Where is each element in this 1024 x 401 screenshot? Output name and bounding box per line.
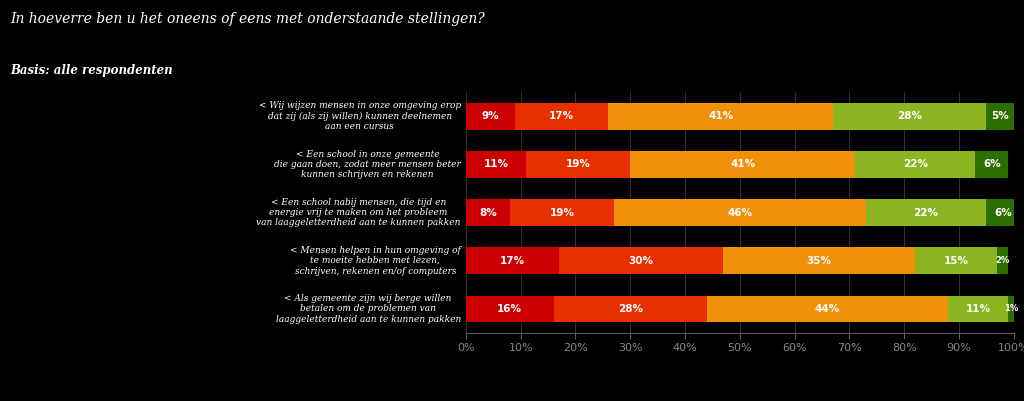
- Text: 6%: 6%: [983, 160, 1000, 169]
- Bar: [631, 151, 855, 178]
- Bar: [915, 247, 997, 274]
- Bar: [559, 247, 723, 274]
- Text: 17%: 17%: [549, 111, 574, 121]
- Bar: [976, 151, 1009, 178]
- Text: 16%: 16%: [498, 304, 522, 314]
- Text: In hoeverre ben u het oneens of eens met onderstaande stellingen?: In hoeverre ben u het oneens of eens met…: [10, 12, 485, 26]
- Text: 11%: 11%: [483, 160, 509, 169]
- Text: 6%: 6%: [994, 208, 1012, 217]
- Bar: [466, 199, 510, 226]
- Text: 15%: 15%: [944, 256, 969, 265]
- Text: < Een school nabij mensen, die tijd en
energie vrij te maken om het probleem
van: < Een school nabij mensen, die tijd en e…: [256, 198, 461, 227]
- Bar: [466, 247, 559, 274]
- Text: < Wij wijzen mensen in onze omgeving erop
dat zij (als zij willen) kunnen deelne: < Wij wijzen mensen in onze omgeving ero…: [259, 101, 461, 131]
- Bar: [707, 296, 948, 322]
- Bar: [997, 247, 1009, 274]
- Text: < Als gemeente zijn wij berge willen
betalen om de problemen van
laaggeletterdhe: < Als gemeente zijn wij berge willen bet…: [275, 294, 461, 324]
- Bar: [833, 103, 986, 130]
- Bar: [855, 151, 976, 178]
- Text: 9%: 9%: [481, 111, 500, 121]
- Text: 41%: 41%: [730, 160, 755, 169]
- Bar: [466, 103, 515, 130]
- Text: 41%: 41%: [709, 111, 733, 121]
- Text: 46%: 46%: [727, 208, 753, 217]
- Text: Basis: alle respondenten: Basis: alle respondenten: [10, 64, 173, 77]
- Text: 1%: 1%: [1004, 304, 1018, 313]
- Bar: [613, 199, 866, 226]
- Text: 35%: 35%: [807, 256, 831, 265]
- Text: 2%: 2%: [995, 256, 1010, 265]
- Bar: [608, 103, 833, 130]
- Bar: [515, 103, 608, 130]
- Bar: [526, 151, 631, 178]
- Text: 8%: 8%: [479, 208, 497, 217]
- Text: 44%: 44%: [815, 304, 840, 314]
- Bar: [554, 296, 707, 322]
- Bar: [1009, 296, 1014, 322]
- Text: 17%: 17%: [500, 256, 525, 265]
- Text: 11%: 11%: [966, 304, 990, 314]
- Text: < Mensen helpen in hun omgeving of
te moeite hebben met lezen,
schrijven, rekene: < Mensen helpen in hun omgeving of te mo…: [290, 246, 461, 275]
- Text: 19%: 19%: [566, 160, 591, 169]
- Text: 19%: 19%: [549, 208, 574, 217]
- Bar: [866, 199, 986, 226]
- Text: 22%: 22%: [902, 160, 928, 169]
- Bar: [466, 151, 526, 178]
- Text: 30%: 30%: [629, 256, 653, 265]
- Text: 22%: 22%: [913, 208, 939, 217]
- Text: < Een school in onze gemeente
die gaan doen, zodat meer mensen beter
kunnen schr: < Een school in onze gemeente die gaan d…: [274, 150, 461, 179]
- Text: 5%: 5%: [991, 111, 1009, 121]
- Bar: [948, 296, 1009, 322]
- Bar: [986, 103, 1014, 130]
- Bar: [510, 199, 613, 226]
- Text: 28%: 28%: [617, 304, 643, 314]
- Text: 28%: 28%: [897, 111, 923, 121]
- Bar: [466, 296, 554, 322]
- Bar: [723, 247, 915, 274]
- Bar: [986, 199, 1019, 226]
